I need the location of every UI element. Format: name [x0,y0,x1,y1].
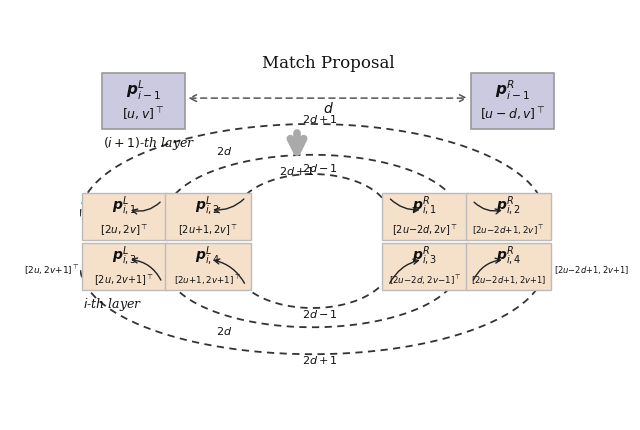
Text: $2d-1$: $2d-1$ [302,162,338,174]
Text: $\boldsymbol{p}^{L}_{i,4}$: $\boldsymbol{p}^{L}_{i,4}$ [195,245,221,268]
Text: $2d$: $2d$ [216,325,232,337]
Text: $2d+1$: $2d+1$ [302,113,338,125]
Text: $[2u{-}2d, 2v]^{\top}$: $[2u{-}2d, 2v]^{\top}$ [392,223,458,238]
Text: $(i+1)$-th layer: $(i+1)$-th layer [103,135,196,152]
Text: $\boldsymbol{p}^{R}_{i,1}$: $\boldsymbol{p}^{R}_{i,1}$ [412,195,438,218]
Text: $2d+1$: $2d+1$ [279,165,315,177]
Text: Match Proposal: Match Proposal [262,55,394,72]
Text: $\boldsymbol{p}^{L}_{i,2}$: $\boldsymbol{p}^{L}_{i,2}$ [195,195,220,218]
Bar [466,243,551,290]
Text: $\boldsymbol{p}^{R}_{i,3}$: $\boldsymbol{p}^{R}_{i,3}$ [412,245,438,268]
Text: $[2u{-}2d{+}1, 2v{+}1]$: $[2u{-}2d{+}1, 2v{+}1]$ [471,274,547,286]
Text: $[2u{-}2d{+}1, 2v{+}1]$: $[2u{-}2d{+}1, 2v{+}1]$ [554,264,629,276]
Text: $[2u{-}2d, 2v{-}1]^{\top}$: $[2u{-}2d, 2v{-}1]^{\top}$ [388,273,461,287]
Text: $2d-1$: $2d-1$ [302,308,338,320]
Bar [165,193,250,240]
Text: $[2u{+}1, 2v{+}1]^{\top}$: $[2u{+}1, 2v{+}1]^{\top}$ [174,273,241,287]
Text: $i$-th layer: $i$-th layer [83,296,142,313]
Bar [102,73,186,129]
Text: $[2u{-}2d{+}1, 2v]^{\top}$: $[2u{-}2d{+}1, 2v]^{\top}$ [472,224,545,237]
Text: $\boldsymbol{p}^{R}_{i-1}$: $\boldsymbol{p}^{R}_{i-1}$ [495,79,530,102]
Bar [165,243,250,290]
Bar [466,193,551,240]
Text: $[2u, 2v{+}1]^{\top}$: $[2u, 2v{+}1]^{\top}$ [94,273,154,288]
Bar [470,73,554,129]
Text: $[u-d, v]^{\top}$: $[u-d, v]^{\top}$ [480,105,545,122]
Text: $[2u, 2v{+}1]^{\top}$: $[2u, 2v{+}1]^{\top}$ [24,264,79,277]
Text: $2d$: $2d$ [216,145,232,157]
Bar [382,193,467,240]
Text: $[2u{+}1, 2v]^{\top}$: $[2u{+}1, 2v]^{\top}$ [178,223,238,238]
Text: $d$: $d$ [323,101,333,117]
Text: $2d+1$: $2d+1$ [302,353,338,366]
Text: $[u, v]^{\top}$: $[u, v]^{\top}$ [122,105,164,122]
Text: $\boldsymbol{p}^{L}_{i-1}$: $\boldsymbol{p}^{L}_{i-1}$ [126,79,161,102]
Text: $\boldsymbol{p}^{L}_{i,1}$: $\boldsymbol{p}^{L}_{i,1}$ [111,195,137,218]
Text: $\boldsymbol{p}^{L}_{i,3}$: $\boldsymbol{p}^{L}_{i,3}$ [111,245,137,268]
Text: $\boldsymbol{p}^{R}_{i,2}$: $\boldsymbol{p}^{R}_{i,2}$ [496,195,521,218]
Bar [382,243,467,290]
Bar [81,193,167,240]
Bar [81,243,167,290]
Text: $\boldsymbol{p}^{R}_{i,4}$: $\boldsymbol{p}^{R}_{i,4}$ [496,245,522,268]
Text: $[2u, 2v]^{\top}$: $[2u, 2v]^{\top}$ [100,223,148,238]
